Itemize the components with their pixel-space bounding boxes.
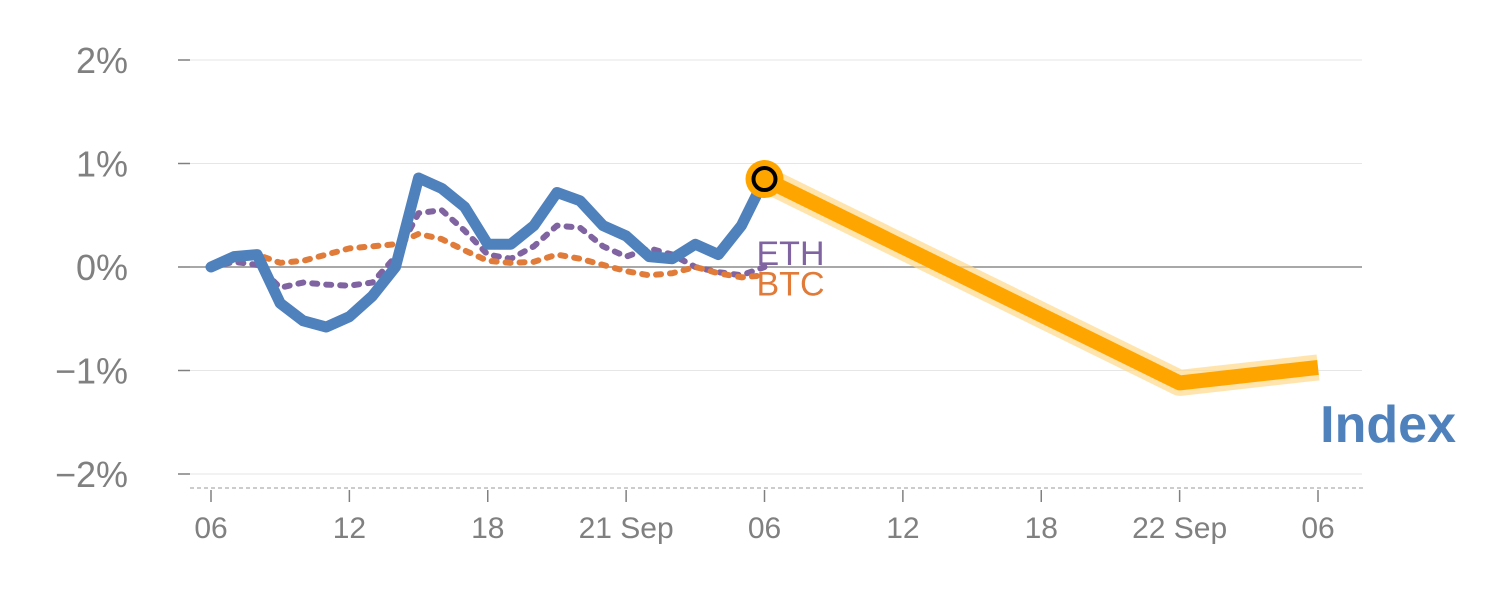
y-tick-label: 2% (76, 40, 128, 81)
y-axis: 2% 1% 0% −1% −2% (55, 40, 190, 495)
y-tick-label: 0% (76, 247, 128, 288)
y-tick-label: 1% (76, 144, 128, 185)
x-tick-label: 12 (333, 512, 366, 545)
series-label-btc: BTC (757, 265, 825, 303)
series-line-btc (208, 230, 768, 281)
x-tick-label: 06 (748, 512, 781, 545)
y-tick-label: −2% (55, 454, 128, 495)
x-tick-label: 06 (194, 512, 227, 545)
x-axis: 06 12 18 21 Sep 06 12 18 22 Sep 06 (190, 487, 1366, 545)
x-tick-label: 22 Sep (1132, 512, 1227, 545)
series-labels: ETH BTC Index (757, 235, 1457, 454)
markers (745, 160, 784, 199)
x-tick-label: 18 (471, 512, 504, 545)
x-tick-label: 21 Sep (579, 512, 674, 545)
series-label-eth: ETH (757, 235, 825, 273)
forecast-line-index (761, 172, 1319, 391)
series-label-index: Index (1320, 396, 1456, 454)
x-tick-label: 12 (886, 512, 919, 545)
series-line-index (205, 172, 770, 333)
x-tick-label: 18 (1025, 512, 1058, 545)
y-tick-label: −1% (55, 351, 128, 392)
x-tick-label: 06 (1301, 512, 1334, 545)
series-lines (205, 167, 1320, 396)
highlight-point (751, 166, 778, 193)
forecast-line-glow (758, 167, 1320, 396)
